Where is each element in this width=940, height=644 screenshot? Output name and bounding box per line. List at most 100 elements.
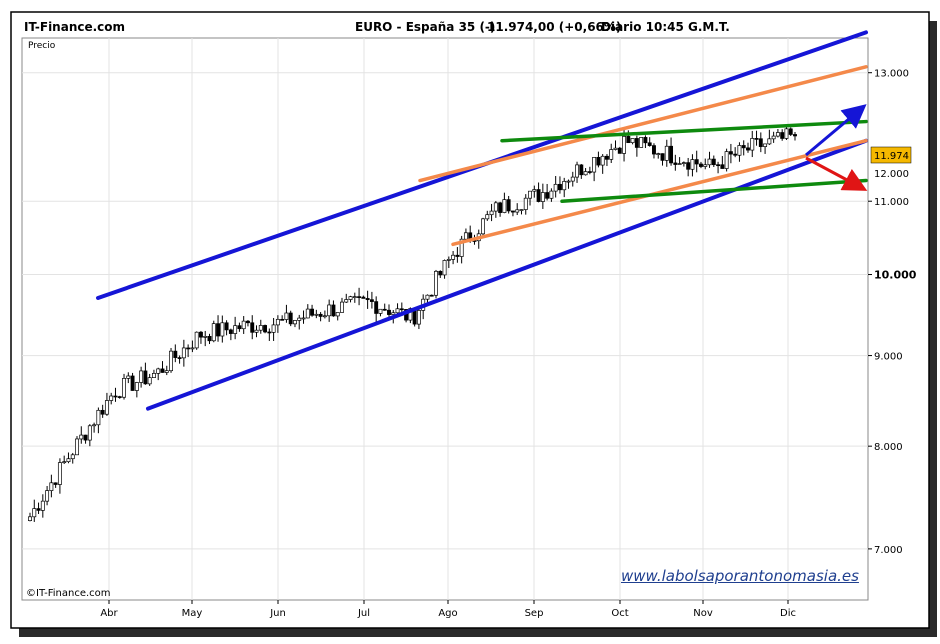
candle-body [523,197,528,210]
candle-body [233,325,238,334]
candle-body [40,500,45,511]
candle-body [463,232,468,240]
candle-body [156,368,161,374]
candle-body [395,308,400,314]
candle-body [62,461,67,464]
candle-body [652,145,656,155]
candle-body [263,325,268,333]
trendlines [96,30,868,411]
candle-body [310,308,315,316]
candle-body [532,189,537,192]
candle-body [117,396,122,398]
candle-body [510,210,515,213]
candle-body [164,370,169,373]
candle-body [399,308,404,311]
candle-body [493,202,498,212]
candle-body [96,409,101,426]
candle-body [92,424,97,427]
candle-body [733,153,738,156]
candle-body [570,176,575,182]
candle-body [438,270,443,276]
candle-body [331,304,336,317]
candle-body [87,425,92,441]
last-price-label: 11.974 [874,151,909,162]
candle-body [763,143,768,147]
candle-body [643,137,648,144]
candle-body [434,270,438,296]
candle-body [369,299,374,302]
watermark-link[interactable]: www.labolsaporantonomasia.es [621,567,859,585]
candle-body [720,164,725,169]
candle-body [151,373,156,378]
candle-body [113,395,118,398]
x-tick-label: Oct [611,608,628,619]
candle-body [716,164,721,167]
candle-body [515,209,520,213]
candle-body [656,153,661,155]
candle-body [575,164,579,178]
x-tick-label: Ago [438,608,457,619]
candle-body [780,132,785,139]
y-tick-label: 8.000 [874,442,903,453]
candle-body [378,308,383,314]
candle-body [592,156,597,173]
candle-body [583,171,588,176]
candle-body [139,370,144,383]
candle-body [528,190,532,199]
candle-body [194,331,199,349]
instrument-label: EURO - España 35 (-) [355,20,496,34]
candle-body [758,138,763,147]
candle-body [639,137,644,148]
candle-body [498,202,503,213]
candle-body [746,147,750,151]
candle-body [485,214,490,220]
candle-body [669,145,674,164]
candle-body [408,308,413,321]
candle-body [344,299,349,303]
candle-body [540,192,545,202]
y-tick-12000: 12.000 [874,169,909,180]
panel-label: Precio [28,41,56,51]
candle-body [198,331,203,338]
candle-body [284,312,289,320]
candle-body [429,294,434,297]
candle-body [143,370,148,385]
candle-body [357,296,362,298]
grid [22,38,868,600]
candle-body [416,310,421,325]
candle-body [562,181,567,191]
candle-body [660,153,665,161]
candle-body [630,138,635,144]
candle-body [425,294,430,300]
candle-body [626,136,631,144]
arrow-up [805,104,867,157]
footer-copyright: ©IT-Finance.com [26,588,111,599]
candle-body [374,301,379,314]
y-tick-label: 7.000 [874,545,903,556]
candle-body [203,336,208,338]
candle-body [301,317,306,320]
candle-body [566,180,571,183]
candle-body [549,190,554,199]
candle-body [699,163,703,167]
candle-body [53,482,58,485]
candle-body [609,149,614,160]
candle-body [600,155,605,166]
candle-body [297,317,302,321]
candle-body [181,347,186,359]
trendline-green-upper [500,119,868,143]
candle-body [489,210,494,216]
candle-body [327,304,332,317]
candle-body [750,138,755,151]
candle-body [83,434,88,441]
candle-body [557,183,562,191]
candle-body [130,375,135,391]
candle-body [57,462,62,485]
candle-body [335,312,340,317]
candle-body [596,156,601,166]
candle-body [169,350,173,372]
candle-body [711,158,716,166]
candle-body [455,254,460,257]
candle-body [348,296,353,300]
